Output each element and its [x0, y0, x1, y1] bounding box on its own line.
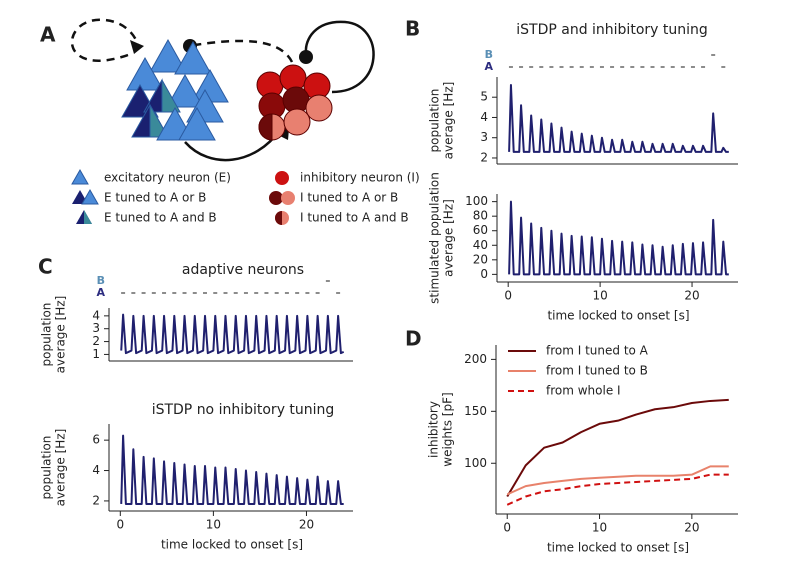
y-tick-label: 2 — [92, 334, 100, 348]
arrow — [304, 20, 375, 94]
x-tick-label: 0 — [116, 518, 124, 532]
y-tick-label: 3 — [92, 321, 100, 335]
y-tick-label: 1 — [92, 347, 100, 361]
x-tick-label: 20 — [299, 518, 314, 532]
inhibitory-cluster — [256, 64, 333, 141]
y-axis-label: weights [pF] — [441, 392, 455, 466]
excitatory-cluster — [121, 38, 229, 141]
x-tick-label: 0 — [504, 289, 512, 303]
legend-label: I tuned to A or B — [300, 191, 398, 205]
diagram-legend: excitatory neuron (E) E tuned to A or B … — [71, 168, 420, 225]
x-tick-label: 10 — [592, 521, 607, 535]
data-line — [120, 434, 344, 505]
y-tick-label: 6 — [92, 433, 100, 447]
legend-label: from whole I — [546, 384, 621, 398]
y-axis-label: population — [40, 436, 54, 500]
chart: D 100 150 200 0 10 20 time locked to onset [s] i… — [405, 327, 738, 555]
stimulus-label: A — [96, 286, 105, 299]
x-tick-label: 20 — [684, 521, 699, 535]
y-axis-label: average [Hz] — [54, 429, 68, 507]
x-tick-label: 20 — [684, 289, 699, 303]
y-tick-label: 60 — [473, 223, 488, 237]
data-line — [506, 398, 729, 498]
chart-title: iSTDP and inhibitory tuning — [516, 22, 708, 38]
legend-label: inhibitory neuron (I) — [300, 171, 420, 185]
y-axis-label: average [Hz] — [442, 199, 456, 277]
panel-label: C — [38, 255, 53, 279]
stimulus-label: A — [484, 60, 493, 73]
chart-title: adaptive neurons — [182, 262, 304, 278]
y-tick-label: 5 — [480, 90, 488, 104]
y-tick-label: 0 — [480, 267, 488, 281]
y-tick-label: 80 — [473, 209, 488, 223]
data-line — [508, 84, 729, 153]
x-tick-label: 10 — [592, 289, 607, 303]
y-tick-label: 4 — [92, 463, 100, 477]
y-tick-label: 100 — [465, 194, 488, 208]
y-tick-label: 200 — [464, 352, 487, 366]
x-tick-label: 10 — [206, 518, 221, 532]
arrow — [70, 18, 140, 62]
legend-label: I tuned to A and B — [300, 211, 409, 225]
x-axis-label: time locked to onset [s] — [547, 541, 689, 555]
y-tick-label: 3 — [480, 130, 488, 144]
y-tick-label: 40 — [473, 238, 488, 252]
data-line — [506, 473, 729, 506]
network-diagram: A — [40, 18, 420, 225]
arrowhead — [130, 40, 144, 54]
stimulus-label: B — [97, 274, 105, 287]
y-axis-label: population — [428, 89, 442, 153]
legend-label: from I tuned to B — [546, 364, 648, 378]
x-tick-label: 0 — [503, 521, 511, 535]
y-axis-label: inhibitory — [427, 401, 441, 458]
panel-label: A — [40, 23, 56, 47]
legend-label: E tuned to A or B — [104, 191, 206, 205]
chart-title: iSTDP no inhibitory tuning — [152, 402, 335, 418]
chart: iSTDP no inhibitory tuning 2 4 6 0 10 20 time l… — [40, 402, 353, 552]
data-line — [506, 465, 729, 496]
panel-label: B — [405, 17, 420, 41]
y-tick-label: 2 — [92, 493, 100, 507]
arrow — [194, 39, 294, 63]
y-tick-label: 100 — [464, 456, 487, 470]
legend-label: from I tuned to A — [546, 344, 649, 358]
y-tick-label: 4 — [480, 110, 488, 124]
data-line — [508, 200, 729, 276]
legend-label: excitatory neuron (E) — [104, 171, 231, 185]
y-axis-label: stimulated population — [428, 172, 442, 304]
panel-label: D — [405, 327, 422, 351]
y-tick-label: 2 — [480, 150, 488, 164]
y-axis-label: population — [40, 303, 54, 367]
y-axis-label: average [Hz] — [442, 82, 456, 160]
stimulus-label: B — [485, 48, 493, 61]
x-axis-label: time locked to onset [s] — [547, 309, 689, 323]
legend-label: E tuned to A and B — [104, 211, 217, 225]
y-tick-label: 20 — [473, 252, 488, 266]
synapse — [299, 50, 313, 64]
y-tick-label: 150 — [464, 404, 487, 418]
y-tick-label: 4 — [92, 308, 100, 322]
y-axis-label: average [Hz] — [54, 296, 68, 374]
data-line — [120, 313, 345, 355]
x-axis-label: time locked to onset [s] — [161, 538, 303, 552]
